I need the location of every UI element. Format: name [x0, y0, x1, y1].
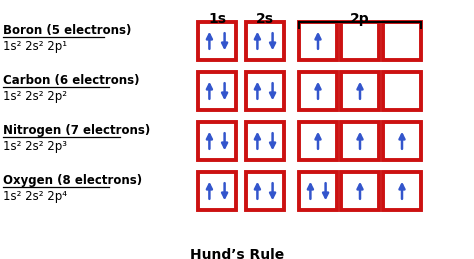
Bar: [383, 22, 421, 60]
Bar: [299, 22, 337, 60]
Bar: [198, 72, 236, 110]
Bar: [198, 122, 236, 160]
Bar: [246, 122, 284, 160]
Bar: [299, 172, 337, 210]
Bar: [383, 122, 421, 160]
Text: 2p: 2p: [350, 12, 370, 26]
Text: 1s² 2s² 2p³: 1s² 2s² 2p³: [3, 140, 67, 153]
Bar: [246, 72, 284, 110]
Bar: [341, 172, 379, 210]
Bar: [246, 22, 284, 60]
Bar: [198, 22, 236, 60]
Bar: [299, 122, 337, 160]
Bar: [341, 122, 379, 160]
Text: Carbon (6 electrons): Carbon (6 electrons): [3, 74, 139, 87]
Bar: [246, 172, 284, 210]
Text: 1s² 2s² 2p⁴: 1s² 2s² 2p⁴: [3, 190, 67, 203]
Bar: [341, 22, 379, 60]
Text: 1s: 1s: [208, 12, 226, 26]
Text: 1s² 2s² 2p²: 1s² 2s² 2p²: [3, 90, 67, 103]
Bar: [383, 172, 421, 210]
Text: Hund’s Rule: Hund’s Rule: [190, 248, 284, 259]
Bar: [299, 72, 337, 110]
Text: Oxygen (8 electrons): Oxygen (8 electrons): [3, 174, 142, 187]
Text: 2s: 2s: [256, 12, 274, 26]
Bar: [341, 72, 379, 110]
Text: Nitrogen (7 electrons): Nitrogen (7 electrons): [3, 124, 150, 137]
Bar: [198, 172, 236, 210]
Bar: [383, 72, 421, 110]
Text: Boron (5 electrons): Boron (5 electrons): [3, 24, 131, 37]
Text: 1s² 2s² 2p¹: 1s² 2s² 2p¹: [3, 40, 67, 53]
